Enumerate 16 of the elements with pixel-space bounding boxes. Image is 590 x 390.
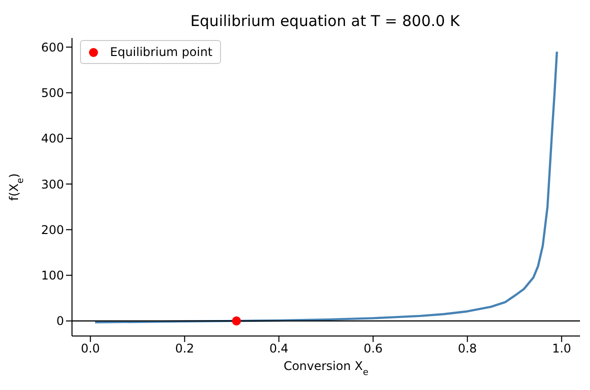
y-tick-label: 200 xyxy=(41,222,64,237)
y-tick-label: 300 xyxy=(41,177,64,192)
x-tick-label: 1.0 xyxy=(552,342,572,356)
x-tick-label: 0.2 xyxy=(175,342,194,356)
x-axis-title: Conversion X$_{e}$ xyxy=(284,359,369,378)
legend-label: Equilibrium point xyxy=(110,45,212,59)
x-tick-label: 0.8 xyxy=(458,342,477,356)
y-tick-label: 100 xyxy=(41,268,64,283)
x-tick-label: 0.0 xyxy=(80,342,100,356)
x-tick-label: 0.4 xyxy=(269,342,288,356)
chart-title: Equilibrium equation at T = 800.0 K xyxy=(189,11,461,32)
y-tick-label: 500 xyxy=(41,86,64,100)
y-tick-label: 0 xyxy=(56,314,64,328)
y-tick-label: 600 xyxy=(41,40,64,54)
y-tick-label: 400 xyxy=(41,132,64,146)
x-tick-label: 0.6 xyxy=(364,342,383,356)
